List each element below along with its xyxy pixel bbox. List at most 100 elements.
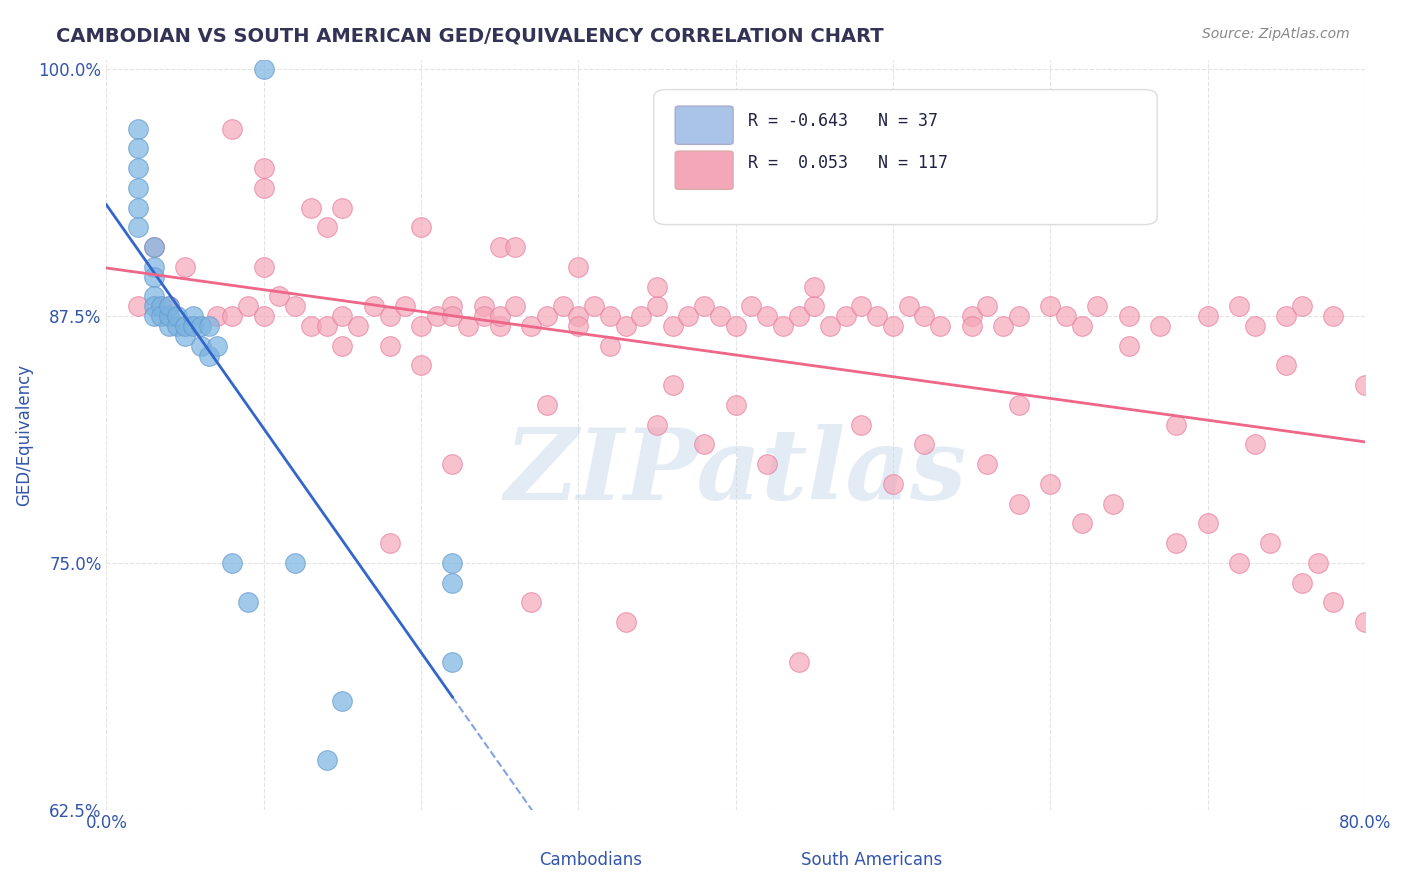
Point: [1118, 309, 1140, 323]
Point: [866, 309, 889, 323]
Point: [315, 753, 337, 767]
Point: [142, 299, 165, 313]
Point: [740, 299, 762, 313]
Point: [378, 339, 401, 353]
Point: [772, 318, 794, 333]
Point: [1275, 359, 1298, 373]
Point: [426, 309, 449, 323]
Point: [253, 161, 276, 176]
Point: [284, 556, 307, 570]
Point: [236, 595, 259, 609]
Point: [1008, 398, 1031, 412]
Point: [661, 318, 683, 333]
Point: [991, 318, 1014, 333]
Point: [205, 339, 228, 353]
Point: [693, 437, 716, 451]
Point: [332, 694, 354, 708]
Point: [536, 309, 558, 323]
Point: [181, 309, 204, 323]
Point: [645, 417, 668, 432]
Point: [976, 457, 998, 471]
Point: [441, 309, 464, 323]
Point: [960, 318, 983, 333]
Point: [269, 289, 291, 303]
Point: [142, 260, 165, 274]
Point: [127, 121, 149, 136]
Point: [197, 349, 219, 363]
Point: [166, 318, 188, 333]
Point: [157, 309, 180, 323]
Point: [472, 309, 495, 323]
Text: R = -0.643   N = 37: R = -0.643 N = 37: [748, 112, 938, 130]
Point: [835, 309, 858, 323]
Point: [409, 318, 432, 333]
Point: [724, 398, 747, 412]
Point: [166, 309, 188, 323]
Point: [599, 309, 621, 323]
Point: [127, 141, 149, 155]
Point: [299, 318, 322, 333]
Point: [332, 201, 354, 215]
Point: [803, 279, 825, 293]
Point: [1260, 536, 1282, 550]
Point: [378, 309, 401, 323]
Point: [976, 299, 998, 313]
Point: [1322, 309, 1344, 323]
Point: [142, 269, 165, 284]
Point: [142, 289, 165, 303]
Point: [1227, 556, 1250, 570]
Point: [897, 299, 920, 313]
Point: [190, 318, 212, 333]
Point: [441, 575, 464, 590]
Point: [912, 309, 935, 323]
Point: [409, 220, 432, 235]
Point: [1008, 309, 1031, 323]
Point: [851, 299, 873, 313]
Point: [724, 318, 747, 333]
Point: [567, 318, 589, 333]
Point: [332, 309, 354, 323]
Point: [1306, 556, 1329, 570]
Point: [347, 318, 370, 333]
Point: [174, 260, 197, 274]
Point: [409, 359, 432, 373]
Point: [315, 220, 337, 235]
Point: [284, 299, 307, 313]
Point: [253, 309, 276, 323]
Point: [174, 318, 197, 333]
Point: [929, 318, 952, 333]
Point: [551, 299, 574, 313]
Point: [520, 318, 543, 333]
Point: [332, 339, 354, 353]
Point: [190, 339, 212, 353]
Point: [1227, 299, 1250, 313]
Point: [253, 260, 276, 274]
Point: [221, 556, 243, 570]
Text: ZIPatlas: ZIPatlas: [505, 424, 967, 520]
Point: [150, 309, 173, 323]
Point: [520, 595, 543, 609]
Point: [1197, 309, 1219, 323]
Point: [1197, 516, 1219, 531]
Point: [127, 161, 149, 176]
Point: [693, 299, 716, 313]
Point: [127, 201, 149, 215]
Point: [756, 309, 779, 323]
Point: [803, 299, 825, 313]
Point: [1118, 339, 1140, 353]
Point: [472, 299, 495, 313]
Text: CAMBODIAN VS SOUTH AMERICAN GED/EQUIVALENCY CORRELATION CHART: CAMBODIAN VS SOUTH AMERICAN GED/EQUIVALE…: [56, 27, 884, 45]
Text: Source: ZipAtlas.com: Source: ZipAtlas.com: [1202, 27, 1350, 41]
Point: [787, 309, 810, 323]
Point: [127, 299, 149, 313]
Point: [441, 457, 464, 471]
Point: [505, 299, 527, 313]
Point: [912, 437, 935, 451]
Point: [488, 309, 510, 323]
Point: [1149, 318, 1171, 333]
Point: [127, 181, 149, 195]
Point: [394, 299, 416, 313]
Point: [488, 318, 510, 333]
Text: South Americans: South Americans: [801, 851, 942, 869]
Point: [142, 240, 165, 254]
